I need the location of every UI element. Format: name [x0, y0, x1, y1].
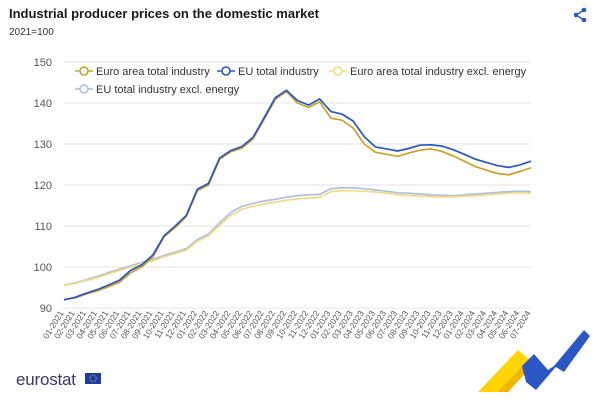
legend-marker — [79, 84, 89, 94]
legend-label: EU total industry excl. energy — [96, 84, 240, 96]
legend-marker — [221, 66, 231, 76]
y-tick-label: 90 — [40, 303, 52, 315]
chart-subtitle: 2021=100 — [9, 27, 54, 38]
y-tick-label: 110 — [34, 221, 52, 233]
y-tick-label: 150 — [34, 57, 52, 69]
legend-label: Euro area total industry excl. energy — [350, 66, 527, 78]
eurostat-brand-graphic — [478, 330, 590, 392]
series-line — [63, 187, 532, 286]
chart-legend: Euro area total industry EU total industr… — [75, 66, 527, 96]
eurostat-logo[interactable]: eurostat — [16, 370, 76, 389]
legend-label: Euro area total industry — [96, 66, 210, 78]
legend-marker — [79, 66, 89, 76]
x-axis: 01-202102-202103-202104-202105-202106-20… — [41, 309, 533, 341]
legend-marker — [333, 66, 343, 76]
y-tick-label: 100 — [34, 262, 52, 274]
chart-series — [63, 89, 532, 301]
series-line — [63, 189, 532, 287]
y-tick-label: 130 — [34, 139, 52, 151]
legend-label: EU total industry — [238, 66, 319, 78]
eu-flag-icon — [85, 373, 101, 384]
share-icon[interactable] — [572, 7, 588, 23]
y-tick-label: 120 — [34, 180, 52, 192]
chart-title: Industrial producer prices on the domest… — [9, 6, 319, 21]
y-tick-label: 140 — [34, 98, 52, 110]
series-line — [63, 89, 532, 301]
y-axis: 90 100 110 120 130 140 150 — [34, 57, 52, 315]
series-line — [63, 90, 532, 301]
